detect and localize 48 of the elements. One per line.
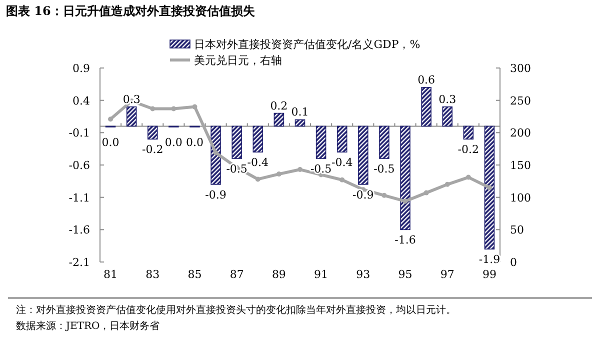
x-tick-label: 89 [272, 268, 286, 281]
x-tick-label: 85 [188, 268, 202, 281]
data-label: 0.0 [102, 136, 120, 150]
data-label: -0.2 [458, 143, 480, 156]
chart-title: 图表 16：日元升值造成对外直接投资估值损失 [6, 4, 256, 18]
data-label: -1.9 [478, 253, 500, 266]
y2-tick-label: 250 [510, 94, 531, 108]
data-label: -1.6 [394, 234, 416, 247]
y-tick-label: -0.1 [68, 126, 90, 140]
data-label: 0.0 [186, 136, 204, 150]
data-label: -0.5 [310, 162, 332, 176]
x-tick-label: 93 [356, 268, 370, 281]
y-tick-label: -2.1 [68, 256, 90, 269]
data-label: 0.2 [270, 99, 288, 112]
text: 注：对外直接投资资产估值变化使用对外直接投资头寸的变化扣除当年对外直接投资，均以日元计。 [16, 304, 456, 316]
y2-tick-label: 150 [510, 159, 531, 172]
data-label: -0.4 [331, 156, 353, 170]
x-tick-label: 95 [398, 268, 412, 281]
data-label: 0.6 [418, 73, 436, 86]
legend-label: 美元兑日元，右轴 [194, 54, 282, 67]
data-label: 0.0 [164, 136, 182, 150]
data-label: -0.5 [374, 162, 395, 176]
data-label: 0.3 [438, 92, 456, 106]
legend-label: 日本对外直接投资资产估值变化/名义GDP，% [194, 38, 420, 51]
y2-tick-label: 50 [510, 224, 524, 237]
data-label: -0.2 [142, 143, 164, 156]
x-tick-label: 87 [230, 268, 244, 281]
x-tick-label: 81 [104, 268, 118, 281]
y-tick-label: -1.1 [68, 191, 90, 204]
data-label: -0.9 [352, 188, 374, 202]
y2-tick-label: 300 [510, 62, 531, 75]
data-label: 0.1 [291, 106, 309, 119]
x-tick-label: 91 [314, 268, 328, 281]
y2-tick-label: 100 [510, 191, 531, 204]
y2-tick-label: 200 [510, 126, 531, 140]
x-tick-label: 99 [482, 268, 496, 281]
data-label: -0.9 [205, 188, 226, 202]
y-tick-label: -0.6 [68, 159, 90, 172]
x-tick-label: 83 [146, 268, 160, 281]
x-tick-label: 97 [440, 268, 454, 281]
data-label: -0.5 [226, 162, 248, 176]
source-note: 数据来源：JETRO，日本财务省 [16, 320, 160, 332]
data-label: 0.3 [122, 92, 140, 106]
y-tick-label: 0.4 [72, 94, 90, 108]
y-tick-label: 0.9 [72, 62, 90, 75]
y-tick-label: -1.6 [68, 224, 90, 237]
y2-tick-label: 0 [510, 256, 517, 269]
data-label: -0.4 [247, 156, 269, 170]
